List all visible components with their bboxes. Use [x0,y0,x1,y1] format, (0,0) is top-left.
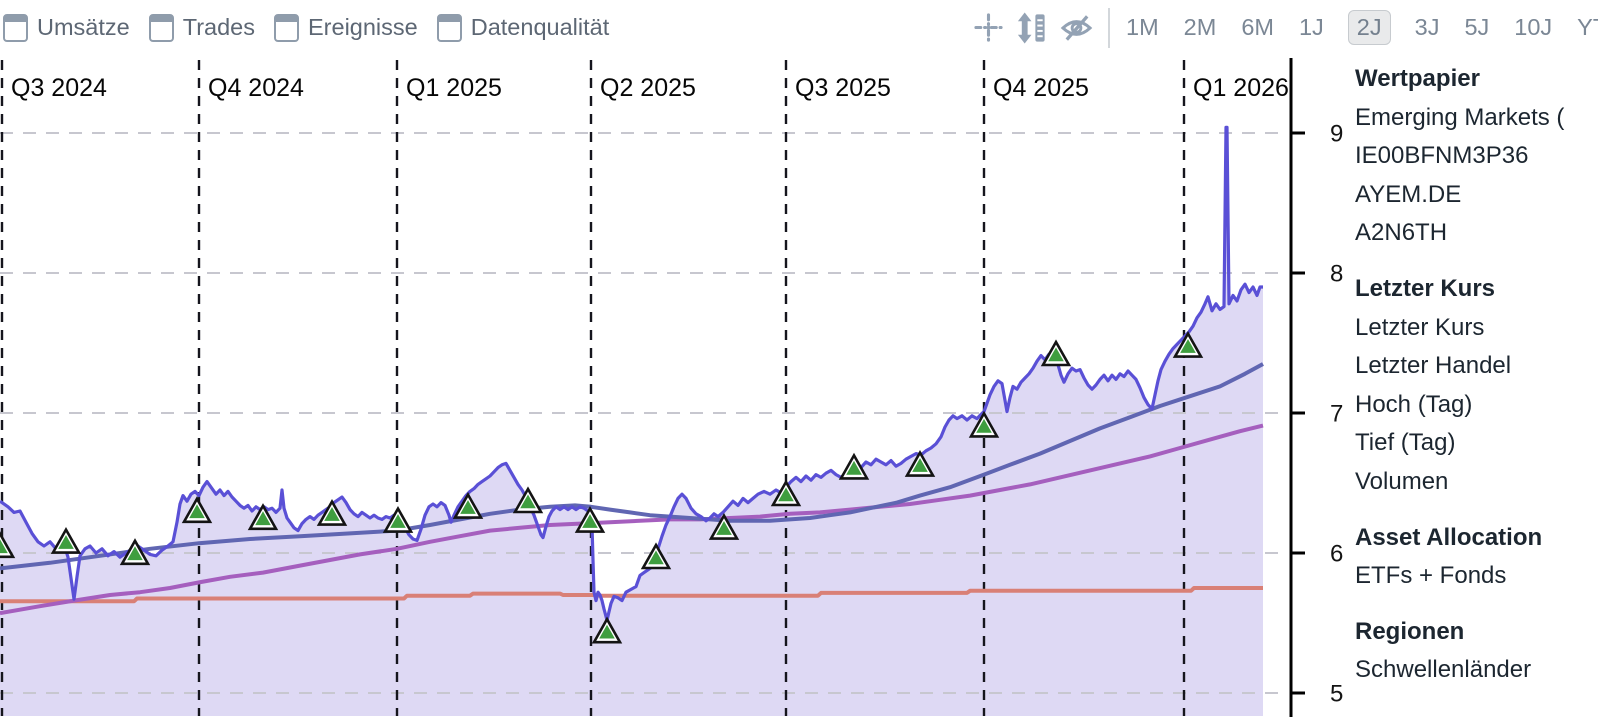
quarter-gridlines: Q3 2024 Q4 2024 Q1 2025 Q2 2025 Q3 2025 Q4 20… [0,60,1289,716]
overlay-toggle-ereignisse[interactable]: Ereignisse [274,13,418,42]
y-axis-label: 8 [1330,261,1343,288]
info-sidebar: Wertpapier Emerging Markets ( IE00BFNM3P36… [1355,60,1598,707]
buy-marker-fill [58,535,74,549]
buy-markers [0,330,1204,644]
sidebar-item: AYEM.DE [1355,180,1462,208]
range-button-1j[interactable]: 1J [1298,12,1325,43]
overlay-toggle-label: Ereignisse [308,14,418,40]
checkbox-icon[interactable] [3,13,28,42]
hide-indicators-icon[interactable] [1060,14,1093,42]
sidebar-item: Schwellenländer [1355,656,1532,684]
buy-marker-fill [127,546,143,561]
price-area [0,127,1263,716]
overlay-toggle-datenqualit-t[interactable]: Datenqualität [436,13,610,42]
y-axis-label: 7 [1330,401,1343,428]
y-axis: 9 8 7 6 5 [1289,58,1343,717]
buy-marker-fill [846,460,862,475]
sidebar-item: ETFs + Fonds [1355,562,1507,590]
buy-marker-fill [324,507,340,521]
sidebar-item: Tief (Tag) [1355,429,1456,457]
buy-marker-fill [582,514,598,528]
buy-marker-fill [460,500,476,514]
y-axis-label: 9 [1330,121,1343,148]
reference-line [0,586,1263,604]
range-button-3j[interactable]: 3J [1414,12,1441,43]
horizontal-gridlines [0,132,1287,694]
buy-marker-fill [1048,347,1064,362]
buy-marker-fill [255,511,271,526]
range-button-2j[interactable]: 2J [1347,10,1391,45]
overlay-toggle-label: Trades [182,14,255,40]
sidebar-item: Letzter Kurs [1355,313,1485,341]
axis-scale-icon[interactable] [1015,11,1048,45]
sidebar-section-title: Letzter Kurs [1355,274,1496,302]
checkbox-icon[interactable] [274,13,299,42]
sidebar-section-title: Asset Allocation [1355,523,1543,551]
buy-marker-fill [390,514,406,528]
quarter-label: Q2 2025 [600,74,696,102]
range-button-5j[interactable]: 5J [1463,12,1490,43]
sidebar-item: A2N6TH [1355,219,1448,247]
overlay-toggle-ums-tze[interactable]: Umsätze [3,13,130,42]
crosshair-icon[interactable] [974,13,1003,42]
buy-marker-fill [778,487,794,502]
sidebar-section-asset-allocation: Asset Allocation ETFs + Fonds [1355,519,1598,596]
sidebar-section-title: Regionen [1355,617,1465,645]
buy-marker-fill [189,504,205,519]
sidebar-item: IE00BFNM3P36 [1355,142,1529,170]
quarter-label: Q4 2024 [208,74,304,102]
quarter-label: Q1 2026 [1193,74,1289,102]
buy-marker-fill [1180,339,1196,353]
buy-marker-fill [599,624,615,639]
chart-toolbar: Umsätze Trades Ereignisse Datenqualität 1M 2… [0,0,1598,55]
toolbar-divider [1108,7,1110,48]
quarter-label: Q4 2025 [993,74,1089,102]
buy-marker-fill [976,418,992,433]
y-axis-label: 6 [1330,541,1343,568]
range-button-6m[interactable]: 6M [1240,12,1275,43]
sidebar-section-regionen: Regionen Schwellenländer [1355,613,1598,690]
sidebar-item: Letzter Handel [1355,352,1512,380]
sidebar-section-wertpapier: Wertpapier Emerging Markets ( IE00BFNM3P36… [1355,60,1598,253]
checkbox-icon[interactable] [436,13,462,42]
sidebar-item: Emerging Markets ( [1355,103,1565,131]
range-button-2m[interactable]: 2M [1183,12,1218,43]
overlay-toggle-label: Umsätze [37,14,130,40]
checkbox-icon[interactable] [148,13,174,42]
sidebar-section-letzter-kurs: Letzter Kurs Letzter Kurs Letzter Handel Ho… [1355,270,1598,502]
buy-marker-fill [648,550,664,565]
range-button-1m[interactable]: 1M [1125,12,1160,43]
range-button-ytd[interactable]: YTD [1576,12,1598,43]
price-line [0,125,1263,622]
buy-marker-fill [0,539,8,554]
overlay-toggle-trades[interactable]: Trades [148,13,255,42]
sidebar-section-title: Wertpapier [1355,65,1480,92]
sidebar-item: Volumen [1355,467,1449,495]
quarter-label: Q3 2025 [795,74,891,102]
price-chart[interactable]: Q3 2024 Q4 2024 Q1 2025 Q2 2025 Q3 2025 Q4 20… [0,55,1598,720]
range-button-10j[interactable]: 10J [1513,12,1553,43]
quarter-label: Q3 2024 [11,74,107,102]
sidebar-item: Hoch (Tag) [1355,390,1473,418]
buy-marker-fill [716,521,732,535]
ma-long-line [0,423,1264,616]
y-axis-label: 5 [1330,681,1343,708]
buy-marker-fill [912,458,928,472]
chart-controls: 1M 2M 6M 1J 2J 3J 5J 10J YTD [974,0,1598,55]
quarter-label: Q1 2025 [406,74,502,102]
buy-marker-fill [520,494,536,509]
range-selector: 1M 2M 6M 1J 2J 3J 5J 10J YTD [1125,10,1598,45]
overlay-toggle-label: Datenqualität [470,14,610,40]
overlay-toggles: Umsätze Trades Ereignisse Datenqualität [3,0,609,55]
